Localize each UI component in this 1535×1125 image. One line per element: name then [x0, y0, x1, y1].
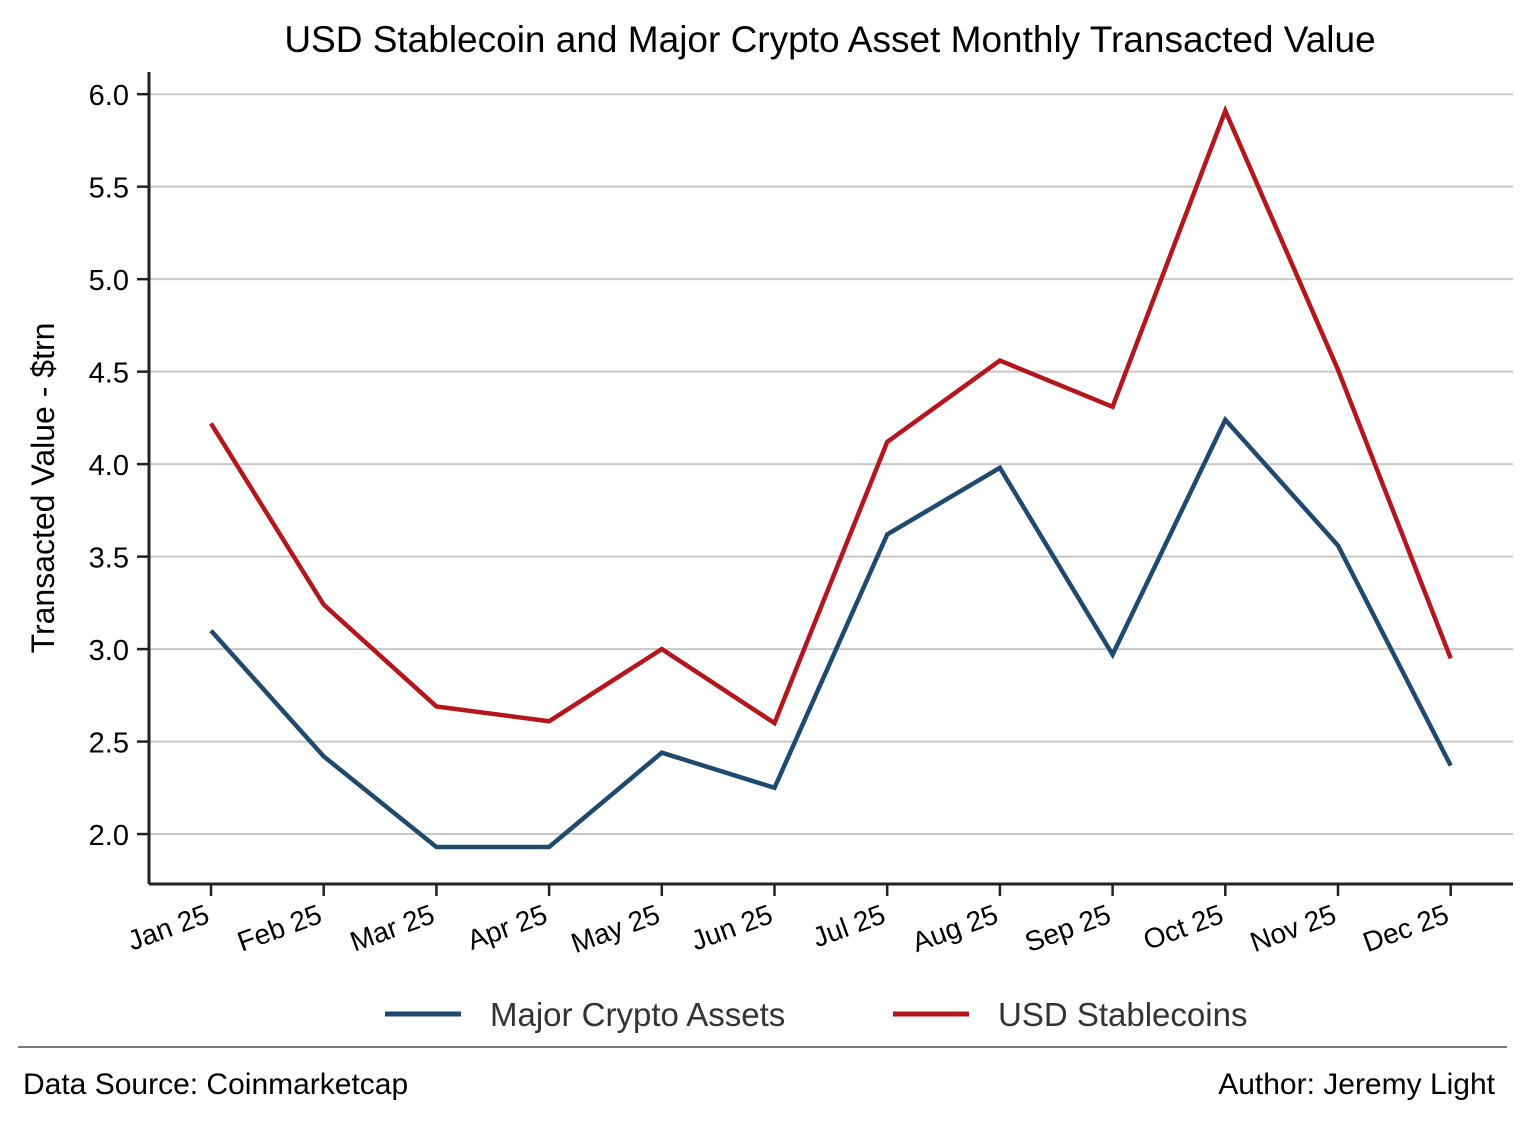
x-tick-label: Apr 25 [463, 899, 551, 956]
legend-label: USD Stablecoins [998, 996, 1247, 1033]
y-tick-label: 4.0 [89, 450, 129, 482]
series-lines [209, 104, 1453, 850]
y-tick-label: 6.0 [89, 80, 129, 112]
x-tick-label: Oct 25 [1139, 899, 1227, 956]
y-axis-label: Transacted Value - $trn [25, 323, 61, 654]
y-tick-label: 2.0 [89, 820, 129, 852]
legend-label: Major Crypto Assets [490, 996, 785, 1033]
y-tick-labels: 2.0 2.5 3.0 3.5 4.0 4.5 5.0 5.5 6.0 [89, 80, 129, 852]
x-tick-label: Nov 25 [1246, 899, 1340, 958]
author-note: Author: Jeremy Light [1218, 1068, 1495, 1101]
x-tick-labels: Jan 25 Feb 25 Mar 25 Apr 25 May 25 Jun 25 Jul … [123, 899, 1452, 960]
data-source-note: Data Source: Coinmarketcap [23, 1068, 409, 1101]
legend: Major Crypto Assets USD Stablecoins [385, 996, 1247, 1033]
x-tick-label: May 25 [567, 899, 664, 960]
x-tick-label: Mar 25 [346, 899, 439, 958]
x-tick-label: Sep 25 [1021, 899, 1115, 958]
y-tick-label: 5.0 [89, 265, 129, 297]
chart-title: USD Stablecoin and Major Crypto Asset Mo… [284, 19, 1375, 60]
axes [137, 72, 1513, 896]
x-tick-label: Feb 25 [233, 899, 326, 958]
series-line-0 [209, 415, 1453, 850]
gridlines [149, 93, 1513, 836]
y-tick-label: 3.5 [89, 543, 129, 575]
x-tick-label: Dec 25 [1359, 899, 1453, 958]
y-tick-label: 5.5 [89, 173, 129, 205]
y-tick-label: 2.5 [89, 728, 129, 760]
x-tick-label: Jan 25 [123, 899, 213, 957]
y-tick-label: 3.0 [89, 635, 129, 667]
x-tick-label: Aug 25 [908, 899, 1002, 958]
x-tick-label: Jul 25 [808, 899, 889, 954]
x-tick-label: Jun 25 [687, 899, 777, 957]
y-tick-label: 4.5 [89, 358, 129, 390]
series-line-1 [209, 104, 1453, 727]
